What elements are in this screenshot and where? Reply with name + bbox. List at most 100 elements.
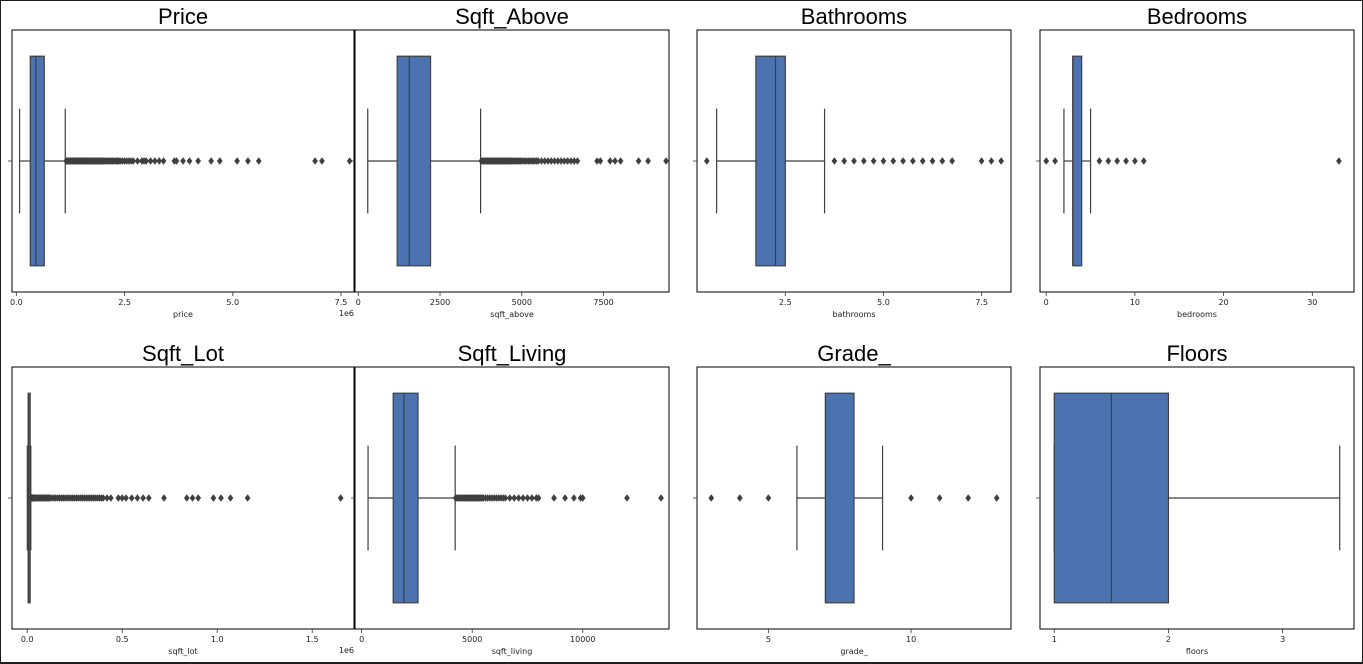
outlier-point [145,494,152,502]
x-tick-label: 7.5 [975,298,988,307]
outlier-point [535,494,542,502]
x-tick-label: 5.0 [226,298,239,307]
outlier-point [929,157,936,165]
outlier-point [529,494,535,502]
x-tick-label: 5000 [462,635,482,644]
outlier-point [1105,157,1112,165]
x-tick-label: 10000 [570,635,595,644]
outlier-point [130,157,137,165]
x-tick-label: 0.0 [21,635,34,644]
outlier-point [1043,157,1050,165]
subplot-sqft_lot: Sqft_Lot 0.0 0.5 1.0 1.5 sqft_lot 1e6 [8,341,355,656]
outlier-point [227,494,234,502]
outlier-point [160,157,167,165]
x-axis-label: sqft_living [492,647,533,656]
x-tick-label: 0 [359,635,364,644]
outlier-point [337,494,344,502]
outlier-point [319,157,325,165]
outlier-point [880,157,887,165]
box-iqr [29,55,45,267]
outlier-point [152,157,158,165]
outlier-point [910,157,916,165]
outlier-point [841,157,848,165]
subplot-grade_: Grade_ 5 10 grade_ [693,341,1012,656]
outlier-point [511,494,518,502]
outlier-point [571,494,577,502]
x-tick-label: 0 [1044,298,1049,307]
outlier-point [617,157,624,165]
outlier-point [765,494,772,502]
x-axis-offset-label: 1e6 [339,646,354,655]
x-axis-label: floors [1186,647,1208,656]
x-axis-label: bedrooms [1177,310,1217,319]
outlier-point [104,494,110,502]
x-tick-label: 5000 [512,298,532,307]
x-tick-label: 20 [1219,298,1229,307]
outlier-point [506,494,513,502]
subplot-bedrooms: Bedrooms 0 10 20 30 bedrooms [1036,4,1355,319]
outlier-point [998,157,1005,165]
outlier-point [156,157,163,165]
outlier-point [245,157,251,165]
x-tick-label: 30 [1307,298,1317,307]
outlier-point [978,157,985,165]
outlier-point [195,157,202,165]
outlier-point [502,494,509,502]
x-tick-label: 5.0 [877,298,890,307]
outlier-point [244,494,251,502]
outlier-point [183,494,190,502]
x-tick-label: 2.5 [779,298,792,307]
outlier-point [612,157,618,165]
outlier-point [524,494,531,502]
outlier-point [515,494,522,502]
subplot-title: Floors [1166,341,1227,366]
outlier-point [189,494,196,502]
x-tick-label: 3 [1280,635,1285,644]
outlier-point [663,157,669,165]
box-iqr [824,392,855,604]
outlier-point [658,494,664,502]
x-tick-label: 1.0 [211,635,224,644]
subplot-floors: Floors 1 2 3 floors [1036,341,1355,656]
outlier-point [993,494,1000,502]
subplot-sqft_above: Sqft_Above 0 2500 5000 7500 sqft_above [351,4,670,319]
outlier-point [1132,157,1138,165]
outlier-point [708,494,715,502]
outlier-point [635,157,642,165]
outlier-point [255,157,262,165]
outlier-point [860,157,867,165]
x-tick-label: 2.5 [118,298,131,307]
x-tick-label: 2 [1166,635,1171,644]
plot-frame [1039,29,1355,293]
outlier-point [210,494,217,502]
outlier-point [1114,157,1121,165]
outlier-point [645,157,651,165]
outlier-point [147,157,154,165]
x-tick-label: 1.5 [306,635,319,644]
subplot-title: Bathrooms [801,4,907,29]
outlier-point [123,494,129,502]
subplot-title: Bedrooms [1147,4,1247,29]
outlier-point [831,157,838,165]
x-tick-label: 7500 [593,298,613,307]
outlier-point [346,157,353,165]
outlier-point [218,494,224,502]
outlier-point [562,494,568,502]
outlier-point [173,157,180,165]
x-tick-label: 2500 [430,298,450,307]
outlier-point [1336,157,1342,165]
x-tick-label: 10 [1130,298,1140,307]
outlier-point [520,494,526,502]
outlier-point [597,157,604,165]
outlier-point [936,494,943,502]
outlier-point [1140,157,1147,165]
outlier-point [939,157,946,165]
box-iqr [1072,55,1083,267]
outlier-point [574,157,581,165]
outlier-point [312,157,318,165]
subplot-sqft_living: Sqft_Living 0 5000 10000 sqft_living [351,341,670,656]
x-axis-offset-label: 1e6 [339,309,354,318]
x-axis-label: grade_ [840,647,868,656]
